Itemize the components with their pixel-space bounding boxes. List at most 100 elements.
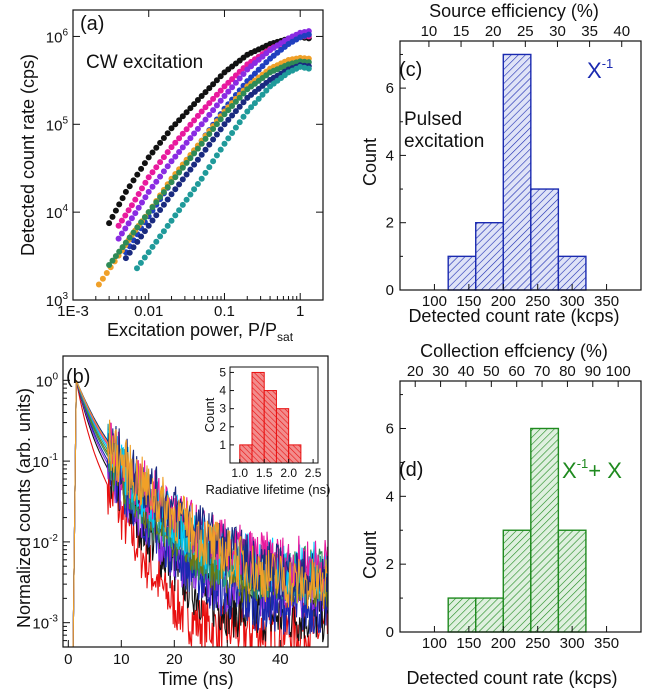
panel-d-bars <box>447 427 587 633</box>
panel-a-point <box>138 219 145 226</box>
panel-a-point <box>210 95 217 102</box>
panel-a-point <box>255 95 262 102</box>
panel-a-point <box>122 212 129 219</box>
inset-xlabel: Radiative lifetime (ns) <box>206 482 331 497</box>
panel-a-point <box>217 116 224 123</box>
panel-c-top-tick-label: 30 <box>549 23 566 40</box>
panel-a-point <box>112 253 119 260</box>
panel-a-point <box>225 135 232 142</box>
panel-a-point <box>244 108 251 115</box>
panel-a-annotation: CW excitation <box>86 52 203 73</box>
panel-a-data-points <box>95 28 312 288</box>
panel-c-bar <box>447 255 477 291</box>
panel-c-y-tick-label: 2 <box>386 215 394 232</box>
panel-a-point <box>183 159 190 166</box>
panel-a-point <box>139 185 145 192</box>
panel-a-ylabel: Detected count rate (cps) <box>18 54 38 256</box>
panel-a-point <box>191 150 198 157</box>
panel-a-point <box>198 108 205 115</box>
panel-c-top-tick-label: 35 <box>581 23 598 40</box>
panel-a-point <box>164 222 171 229</box>
panel-a-series-7 <box>134 63 312 272</box>
panel-a-point <box>157 159 164 166</box>
panel-b-x-tick-label: 20 <box>166 651 183 668</box>
panel-a-y-tick-label: 103 <box>46 291 69 310</box>
panel-a-point <box>168 125 175 132</box>
panel-a-point <box>232 108 239 115</box>
panel-a-point <box>255 66 262 73</box>
panel-a-point <box>206 111 213 118</box>
panel-a-point <box>206 85 213 92</box>
panel-a-point <box>179 164 186 171</box>
panel-a-point <box>149 149 156 156</box>
panel-b-xlabel: Time (ns) <box>158 669 233 689</box>
panel-a-point <box>109 257 116 264</box>
panel-a-point <box>145 154 152 161</box>
panel-a-point <box>126 234 133 241</box>
panel-d-y-tick-label: 0 <box>386 624 394 641</box>
panel-a-point <box>202 89 209 96</box>
panel-b-decay-traces <box>72 380 328 647</box>
panel-a-point <box>263 87 270 94</box>
panel-a-point <box>125 207 132 214</box>
panel-a-point <box>153 178 160 185</box>
panel-a-point <box>138 233 145 240</box>
panel-a-point <box>194 181 201 187</box>
panel-a-point <box>202 116 209 123</box>
panel-a-point <box>206 100 213 107</box>
panel-a-point <box>179 176 186 183</box>
panel-a-point <box>109 213 116 220</box>
panel-a-point <box>213 121 220 128</box>
panel-c-bar <box>502 53 532 291</box>
panel-d-top-tick-label: 70 <box>534 363 551 380</box>
panel-b-x-tick-label: 0 <box>64 651 72 668</box>
panel-a-point <box>164 184 171 191</box>
inset-bar-outline <box>239 444 253 464</box>
panel-a-y-tick-label: 106 <box>46 27 69 46</box>
panel-a-y-tick-label: 104 <box>46 203 69 222</box>
panel-a-point <box>236 103 243 110</box>
panel-a-point <box>179 130 186 137</box>
panel-a-point <box>157 173 164 180</box>
panel-a-point <box>202 146 209 153</box>
panel-a-point <box>198 151 205 158</box>
panel-a-point <box>130 177 137 184</box>
panel-a-point <box>217 87 224 94</box>
panel-a-point <box>176 149 183 155</box>
panel-a-point <box>183 139 190 146</box>
panel-d-top-tick-label: 90 <box>584 363 601 380</box>
panel-a-point <box>259 91 266 98</box>
panel-a-point <box>157 139 164 146</box>
panel-a-series-6 <box>122 62 312 262</box>
panel-d-x-tick-label: 350 <box>594 635 619 652</box>
panel-a-point <box>149 243 156 250</box>
panel-a-point <box>251 100 258 107</box>
panel-a-point <box>128 202 135 209</box>
panel-a-point <box>236 75 243 82</box>
panel-a-point <box>164 163 171 170</box>
panel-a-point <box>213 152 220 159</box>
panel-a-point <box>145 209 152 216</box>
panel-c-label: (c) <box>399 59 422 81</box>
panel-a-point <box>160 135 167 141</box>
panel-a-point <box>145 222 152 229</box>
panel-d-top-tick-label: 60 <box>508 363 525 380</box>
panel-a-point <box>225 88 232 95</box>
panel-a-point <box>149 204 156 211</box>
panel-a-point <box>164 149 171 156</box>
panel-d-top-tick-label: 30 <box>432 363 449 380</box>
inset-x-tick-label: 1.0 <box>231 466 248 480</box>
panel-d-axes: 100 150 200 250 300 350 20 30 40 50 60 70 80 90 100 0 2 4… <box>386 363 642 652</box>
panel-a-point <box>198 121 205 128</box>
panel-b-y-tick-label: 100 <box>36 371 59 390</box>
panel-a-point <box>160 201 167 208</box>
panel-c-y-tick-label: 4 <box>386 147 394 164</box>
panel-a-point <box>160 189 167 196</box>
panel-d-top-tick-label: 20 <box>407 363 424 380</box>
panel-b-frame <box>62 355 329 648</box>
panel-a-point <box>202 169 209 176</box>
panel-a-point <box>168 144 175 151</box>
panel-a-point <box>106 220 113 227</box>
panel-a-point <box>206 131 213 137</box>
panel-a-point <box>202 135 209 142</box>
